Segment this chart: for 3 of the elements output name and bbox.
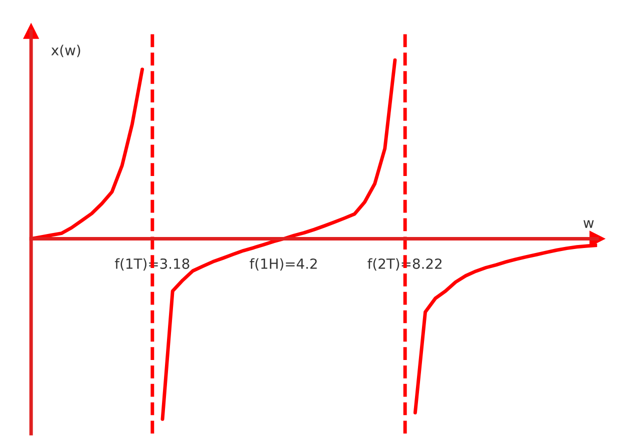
y-axis-title: x(w)	[51, 44, 80, 58]
x-tick-label: f(1H)=4.2	[250, 258, 317, 271]
x-axis-title: w	[584, 220, 594, 228]
